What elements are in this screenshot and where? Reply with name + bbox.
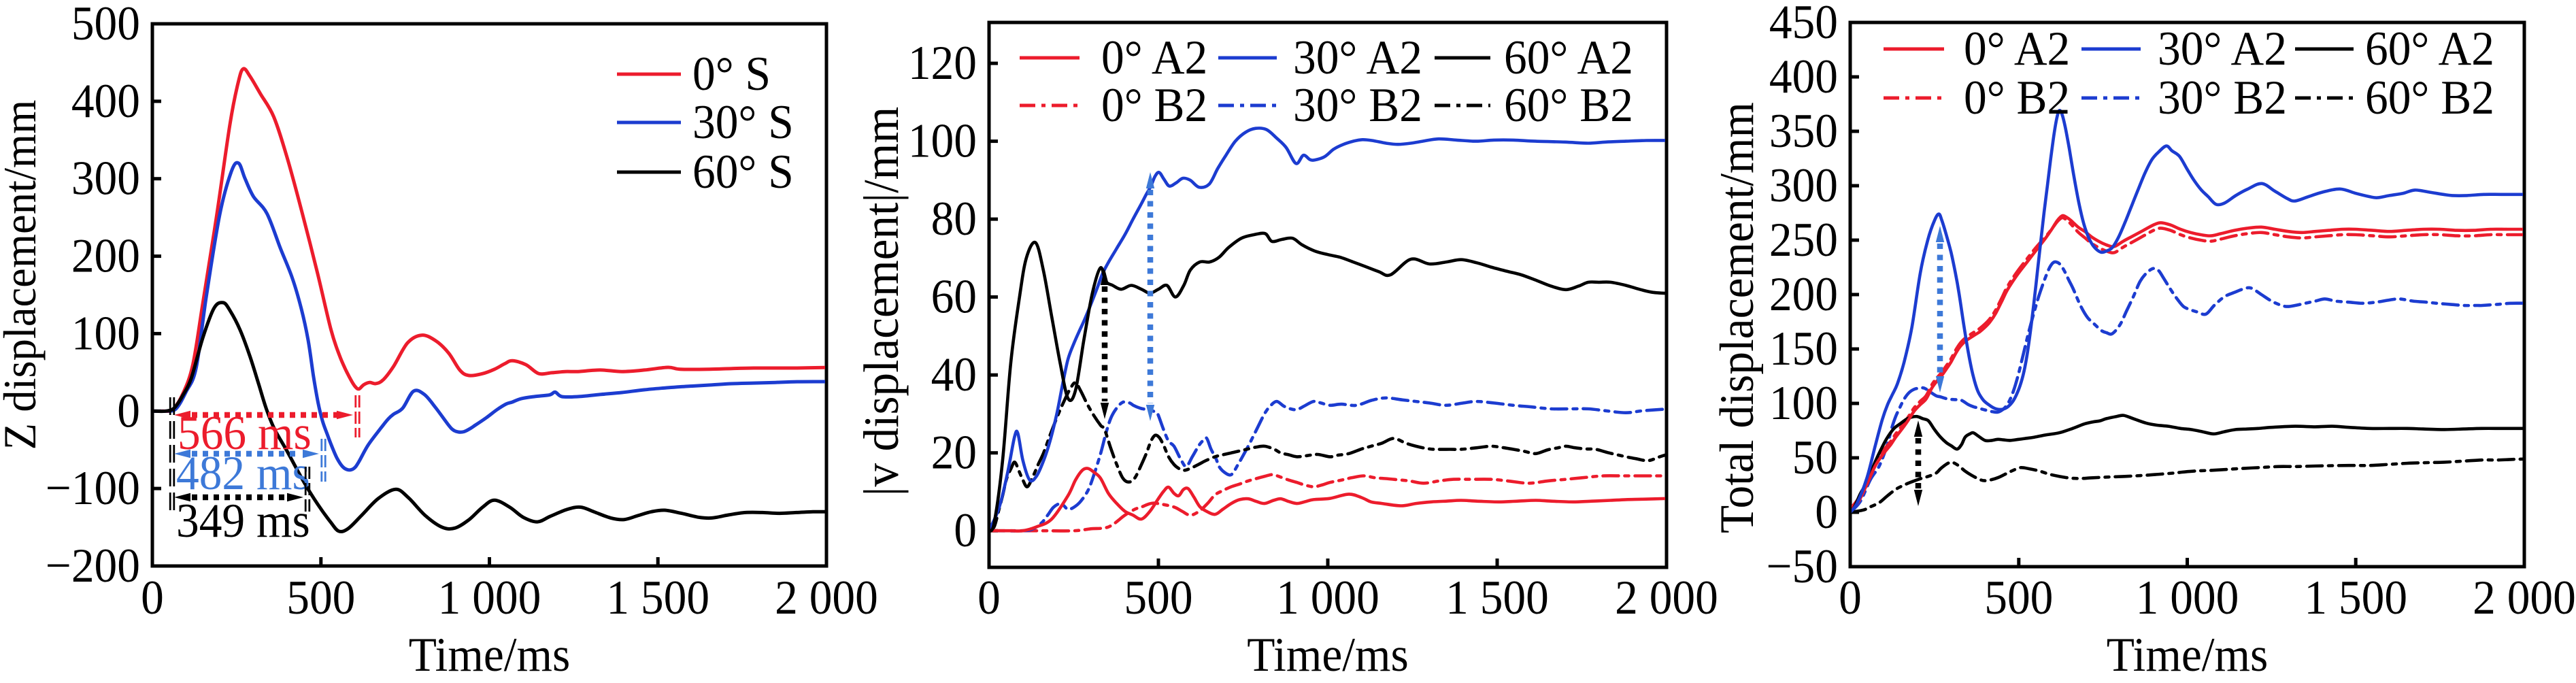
svg-text:0° B2: 0° B2: [1964, 70, 2070, 124]
svg-text:Z displacement/mm: Z displacement/mm: [0, 100, 46, 450]
svg-text:1 500: 1 500: [606, 570, 709, 624]
svg-text:30° A2: 30° A2: [1293, 30, 1422, 84]
svg-text:30° B2: 30° B2: [1293, 78, 1422, 131]
svg-text:Total displacement/mm: Total displacement/mm: [1709, 102, 1763, 533]
svg-text:60° B2: 60° B2: [1504, 78, 1633, 131]
svg-text:250: 250: [1769, 212, 1838, 266]
svg-text:Time/ms: Time/ms: [409, 627, 570, 681]
svg-text:60° A2: 60° A2: [1504, 30, 1633, 84]
svg-text:400: 400: [71, 73, 140, 127]
svg-text:30° A2: 30° A2: [2158, 21, 2287, 75]
svg-text:500: 500: [71, 0, 140, 50]
svg-text:−100: −100: [46, 461, 140, 515]
svg-text:20: 20: [931, 425, 977, 479]
svg-text:500: 500: [286, 570, 355, 624]
svg-text:482 ms: 482 ms: [176, 446, 310, 499]
svg-text:80: 80: [931, 192, 977, 246]
svg-text:1 500: 1 500: [1445, 570, 1549, 624]
svg-text:30° B2: 30° B2: [2158, 70, 2287, 124]
svg-text:500: 500: [1124, 570, 1192, 624]
svg-text:200: 200: [1769, 267, 1838, 320]
svg-text:120: 120: [908, 36, 977, 90]
svg-text:300: 300: [1769, 158, 1838, 212]
svg-text:100: 100: [1769, 376, 1838, 429]
svg-text:60° S: 60° S: [692, 144, 794, 198]
svg-text:100: 100: [71, 306, 140, 360]
svg-text:450: 450: [1769, 0, 1838, 48]
svg-text:Time/ms: Time/ms: [2107, 627, 2268, 681]
svg-text:0: 0: [954, 503, 977, 557]
svg-text:300: 300: [71, 151, 140, 205]
svg-text:40: 40: [931, 348, 977, 401]
svg-text:2 000: 2 000: [2473, 570, 2576, 624]
svg-text:0° A2: 0° A2: [1101, 30, 1207, 84]
svg-text:0° B2: 0° B2: [1101, 78, 1207, 131]
svg-text:1 000: 1 000: [1276, 570, 1379, 624]
svg-text:1 000: 1 000: [438, 570, 541, 624]
svg-text:500: 500: [1984, 570, 2053, 624]
svg-text:Time/ms: Time/ms: [1247, 627, 1408, 681]
svg-text:0° S: 0° S: [692, 46, 771, 100]
svg-text:0° A2: 0° A2: [1964, 21, 2070, 75]
svg-text:100: 100: [908, 114, 977, 167]
svg-text:60° A2: 60° A2: [2365, 21, 2494, 75]
svg-text:350: 350: [1769, 103, 1838, 157]
svg-text:400: 400: [1769, 49, 1838, 103]
svg-text:0: 0: [117, 384, 140, 437]
svg-text:0: 0: [977, 570, 1001, 624]
svg-text:0: 0: [1839, 570, 1862, 624]
svg-text:−200: −200: [46, 538, 140, 592]
svg-text:60° B2: 60° B2: [2365, 70, 2494, 124]
svg-text:200: 200: [71, 229, 140, 282]
svg-text:349 ms: 349 ms: [176, 493, 310, 547]
svg-text:1 000: 1 000: [2136, 570, 2239, 624]
svg-text:150: 150: [1769, 321, 1838, 375]
svg-text:1 500: 1 500: [2304, 570, 2407, 624]
svg-text:2 000: 2 000: [1615, 570, 1718, 624]
svg-text:0: 0: [141, 570, 164, 624]
svg-text:566 ms: 566 ms: [178, 405, 312, 459]
svg-text:−50: −50: [1767, 539, 1838, 593]
svg-text:|v displacement|/mm: |v displacement|/mm: [854, 107, 909, 497]
svg-text:50: 50: [1792, 430, 1838, 484]
svg-text:2 000: 2 000: [775, 570, 878, 624]
svg-text:0: 0: [1815, 484, 1838, 538]
svg-text:60: 60: [931, 269, 977, 323]
svg-text:30° S: 30° S: [692, 95, 794, 148]
